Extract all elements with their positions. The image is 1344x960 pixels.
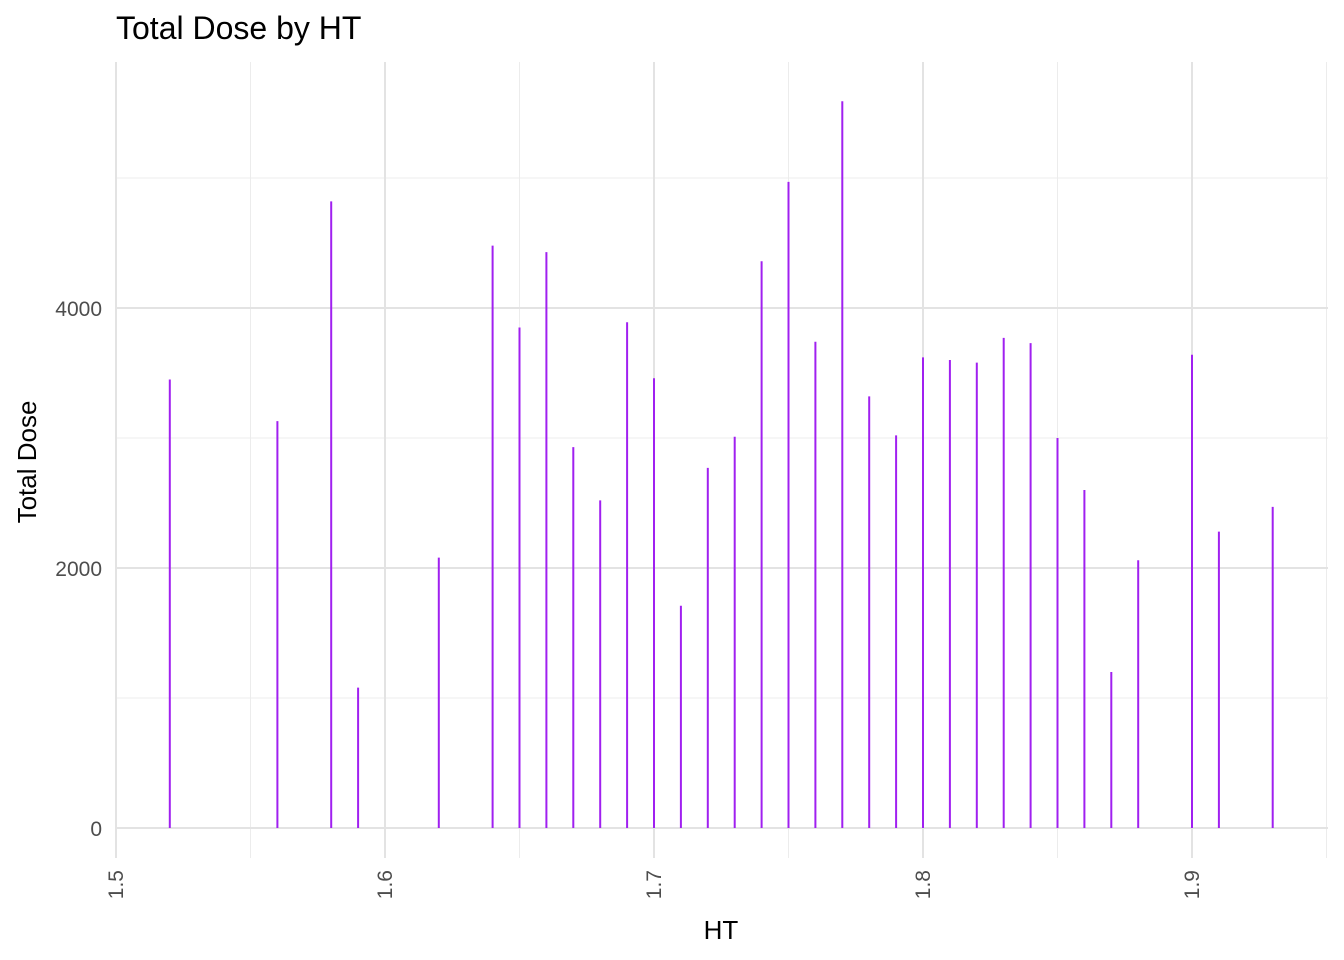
x-tick-label: 1.6: [374, 870, 397, 899]
x-tick-label: 1.8: [912, 870, 935, 899]
bars: [168, 101, 1274, 828]
y-tick-label: 4000: [55, 298, 102, 321]
x-tick-label: 1.5: [105, 870, 128, 899]
chart-title: Total Dose by HT: [116, 10, 362, 46]
y-axis-title: Total Dose: [12, 401, 42, 524]
tick-labels: 0 2000 4000 1.5 1.6 1.7 1.8 1.9: [55, 298, 1204, 899]
y-tick-label: 2000: [55, 558, 102, 581]
x-axis-title: HT: [704, 915, 739, 945]
gridlines: [115, 62, 1328, 858]
x-tick-label: 1.7: [643, 870, 666, 899]
x-tick-label: 1.9: [1181, 870, 1204, 899]
y-tick-label: 0: [90, 818, 102, 841]
